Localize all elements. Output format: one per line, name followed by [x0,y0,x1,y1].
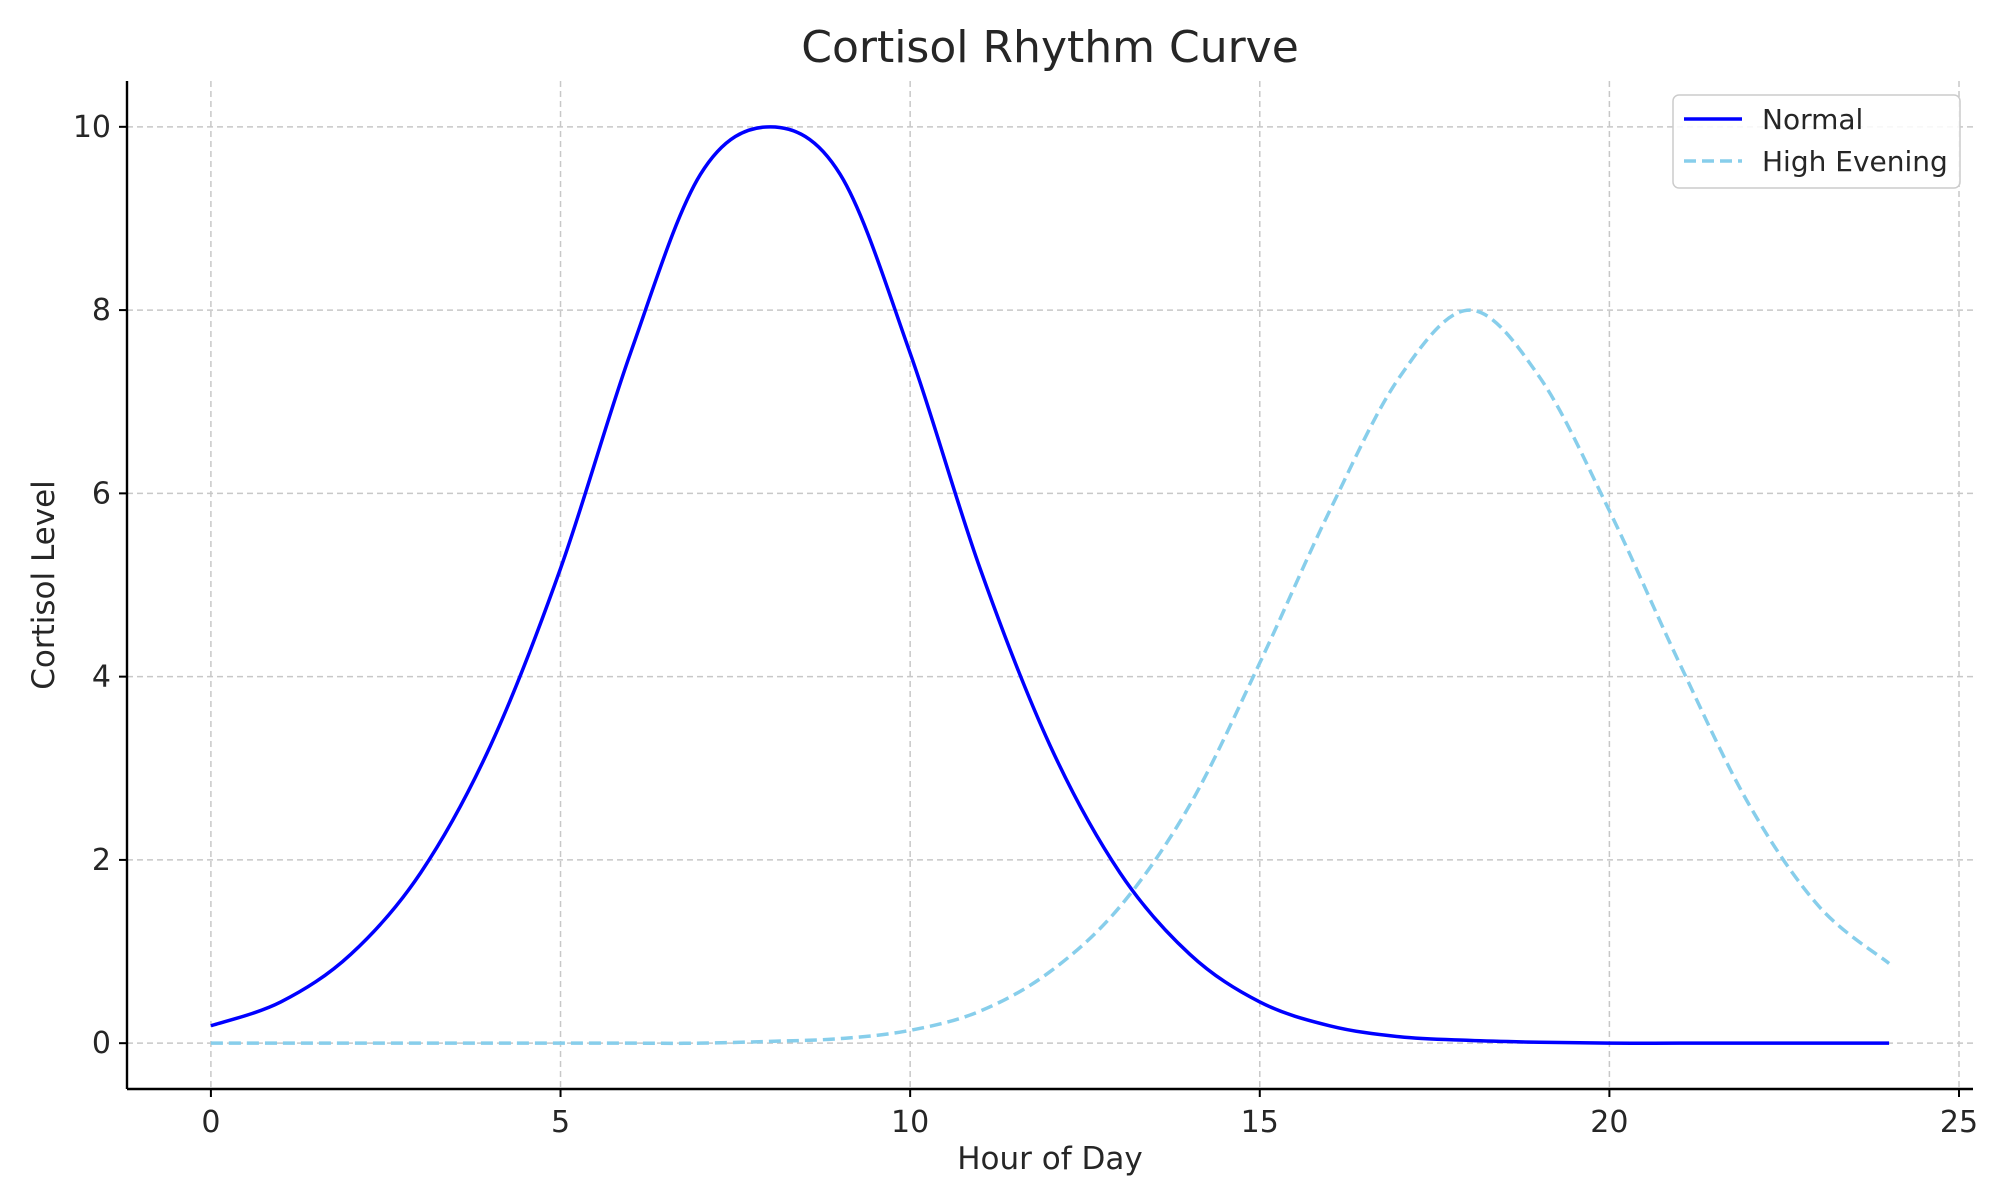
legend-label-normal: Normal [1762,103,1863,136]
grid-lines [127,81,1973,1089]
y-tick-label: 8 [92,293,111,328]
x-tick-label: 15 [1241,1105,1279,1140]
y-tick-label: 4 [92,660,111,695]
x-tick-label: 20 [1590,1105,1628,1140]
series-line-high-evening [210,308,1891,1046]
x-axis-label: Hour of Day [957,1141,1142,1177]
x-tick-label: 5 [551,1105,570,1140]
x-tick-label: 10 [891,1105,929,1140]
y-ticks: 0 2 4 6 8 10 [73,110,127,1061]
legend-label-high-evening: High Evening [1762,145,1948,178]
y-tick-label: 6 [92,476,111,511]
x-tick-label: 0 [201,1105,220,1140]
legend: Normal High Evening [1672,94,1961,189]
series-lines [210,125,1891,1046]
axes [125,81,1973,1091]
y-tick-label: 10 [73,110,111,145]
chart-title: Cortisol Rhythm Curve [801,22,1299,73]
y-tick-label: 2 [92,843,111,878]
y-axis-label: Cortisol Level [26,480,62,690]
legend-box [1672,94,1961,189]
x-ticks: 0 5 10 15 20 25 [201,1089,1978,1140]
series-line-normal [210,125,1890,1045]
x-tick-label: 25 [1940,1105,1978,1140]
y-tick-label: 0 [92,1026,111,1061]
